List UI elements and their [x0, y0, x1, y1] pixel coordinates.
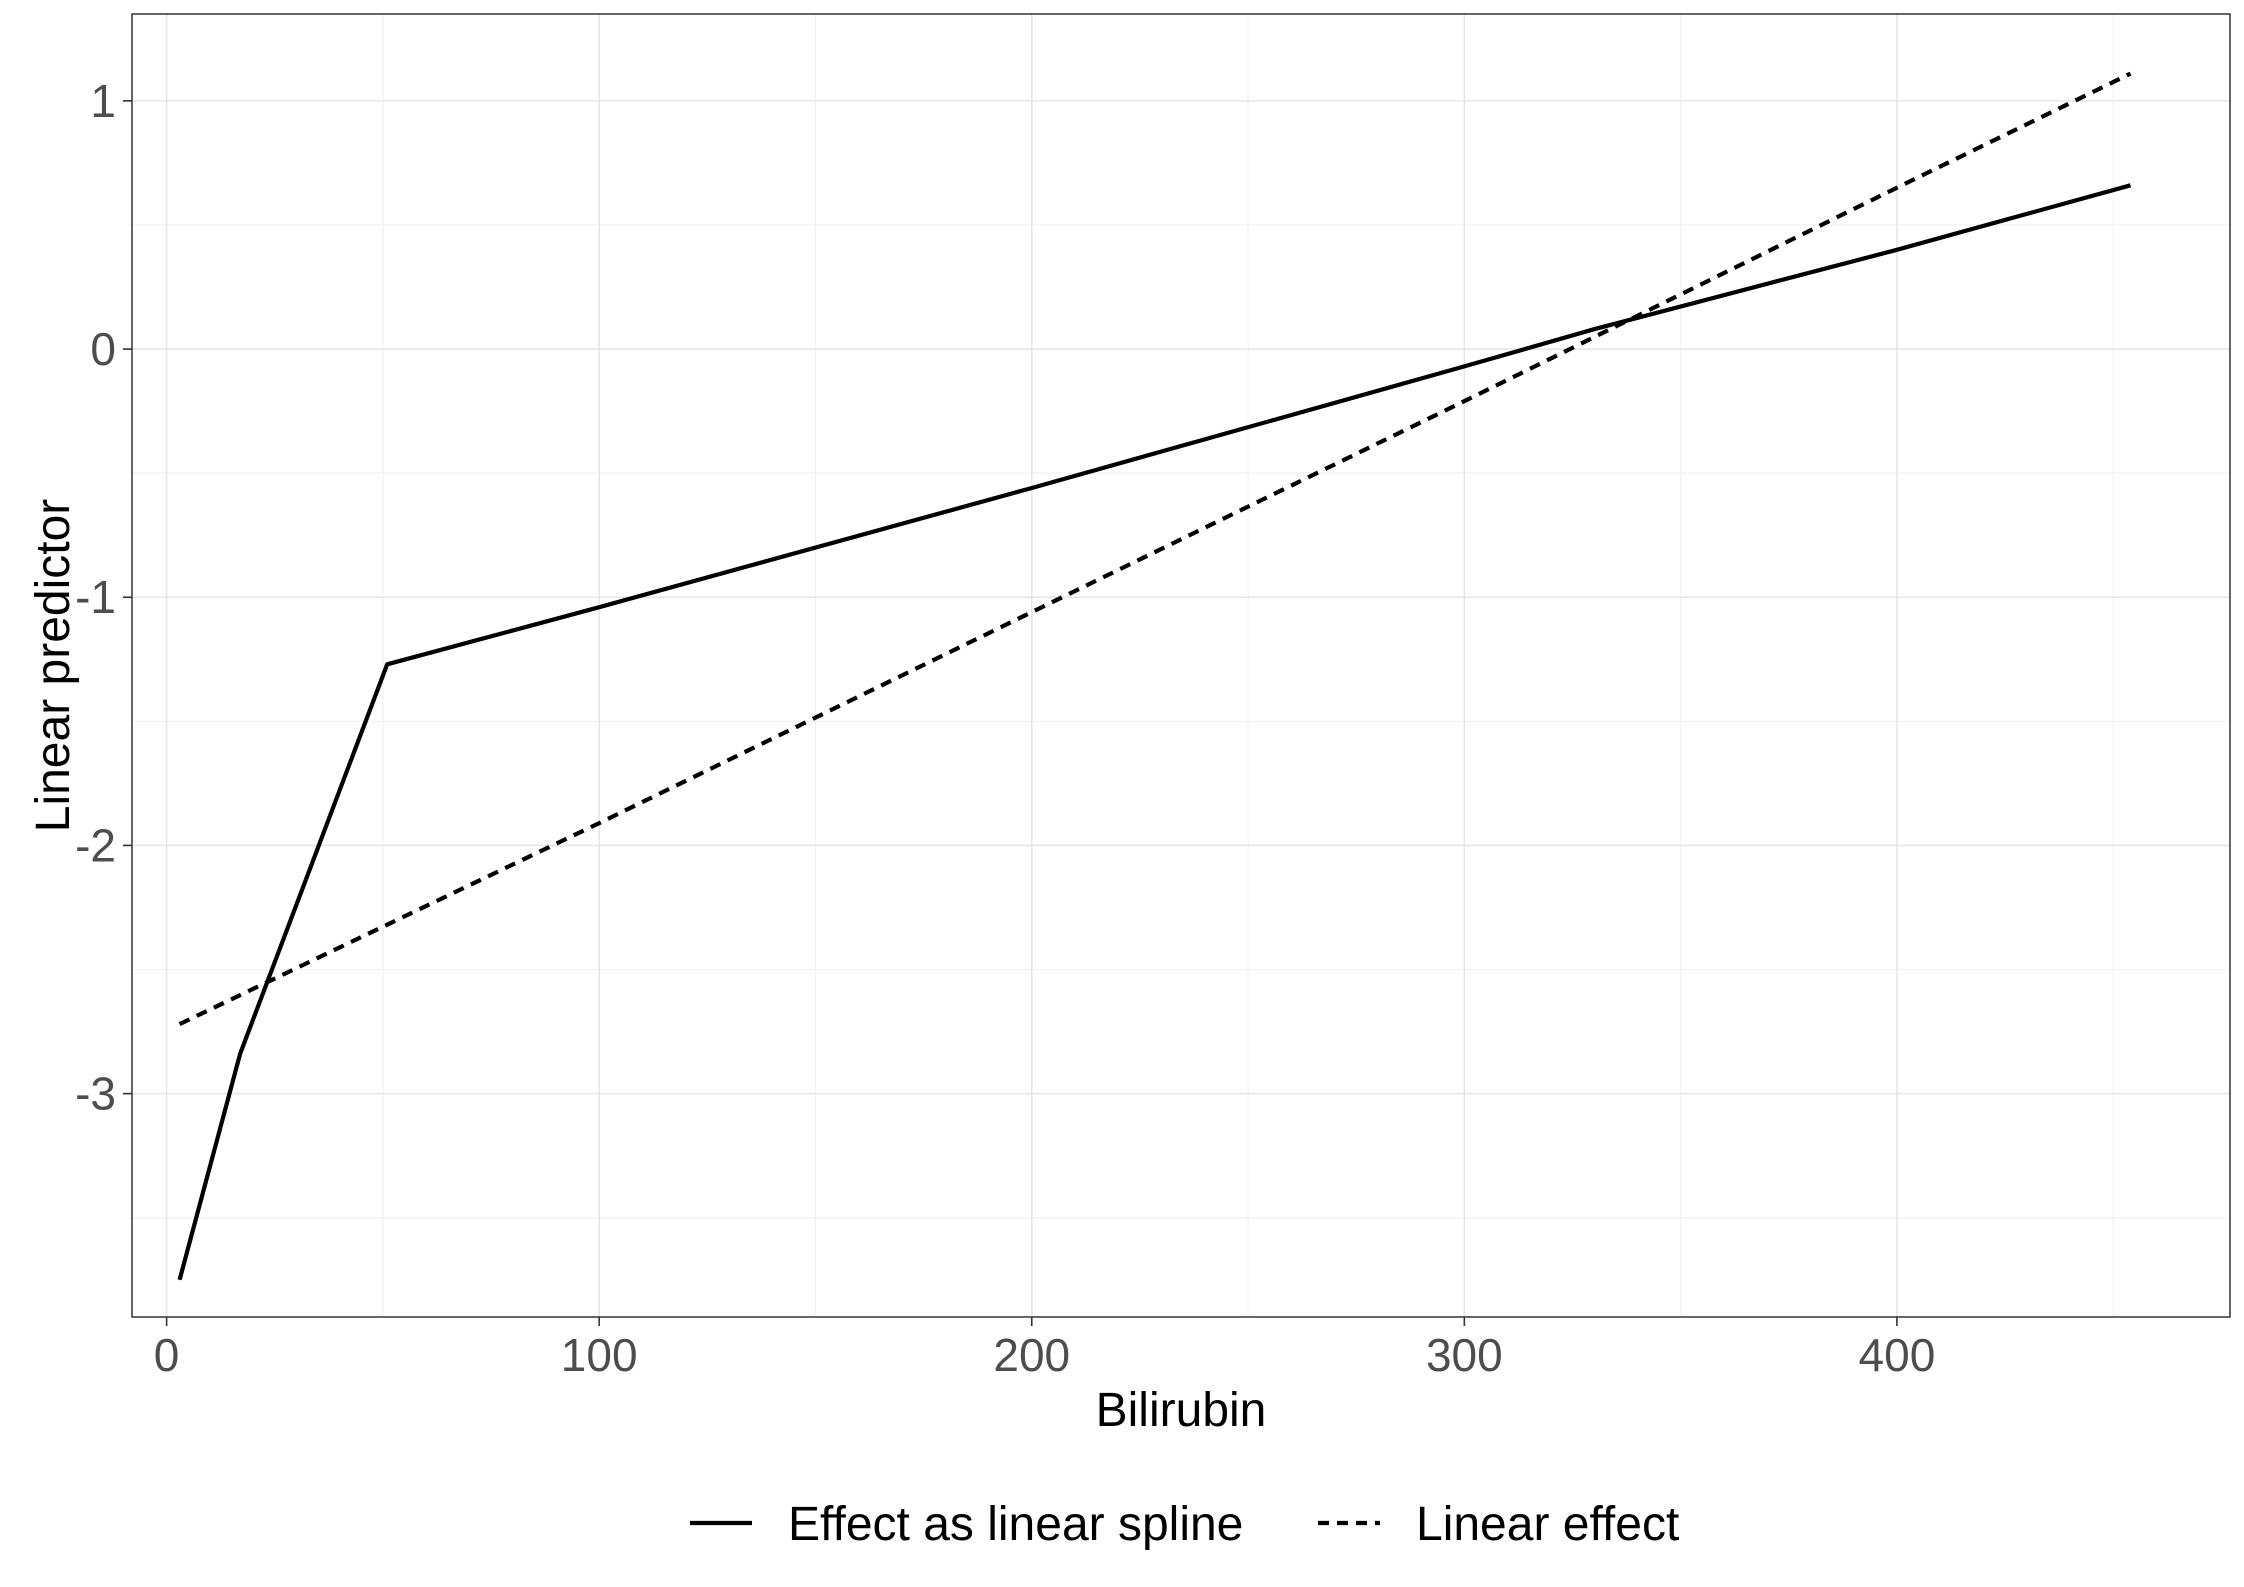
series-line-2 [178, 71, 2132, 1026]
y-tick-label: 1 [90, 75, 116, 127]
legend: Effect as linear spline Linear effect [690, 1498, 1679, 1551]
x-axis-title: Bilirubin [1096, 1384, 1267, 1437]
x-tick-label: 400 [1859, 1329, 1936, 1381]
x-tick-label: 100 [561, 1329, 638, 1381]
legend-label-2: Linear effect [1416, 1498, 1679, 1551]
y-tick-label: -1 [75, 571, 116, 623]
y-tick-label: -2 [75, 819, 116, 871]
legend-label-1: Effect as linear spline [788, 1498, 1243, 1551]
y-tick-label: 0 [90, 323, 116, 375]
series-line-1 [177, 183, 2132, 1281]
panel-border [131, 13, 2231, 1318]
x-axis: 0 100 200 300 400 [154, 1317, 1935, 1381]
x-tick-label: 200 [993, 1329, 1070, 1381]
x-tick-label: 0 [154, 1329, 180, 1381]
grid-major [132, 14, 2230, 1317]
x-tick-label: 300 [1426, 1329, 1503, 1381]
grid-minor [132, 14, 2230, 1317]
y-tick-label: -3 [75, 1068, 116, 1120]
y-axis: -3 -2 -1 0 1 [75, 75, 132, 1120]
series-layer [177, 71, 2132, 1281]
y-axis-title: Linear predictor [27, 499, 80, 833]
